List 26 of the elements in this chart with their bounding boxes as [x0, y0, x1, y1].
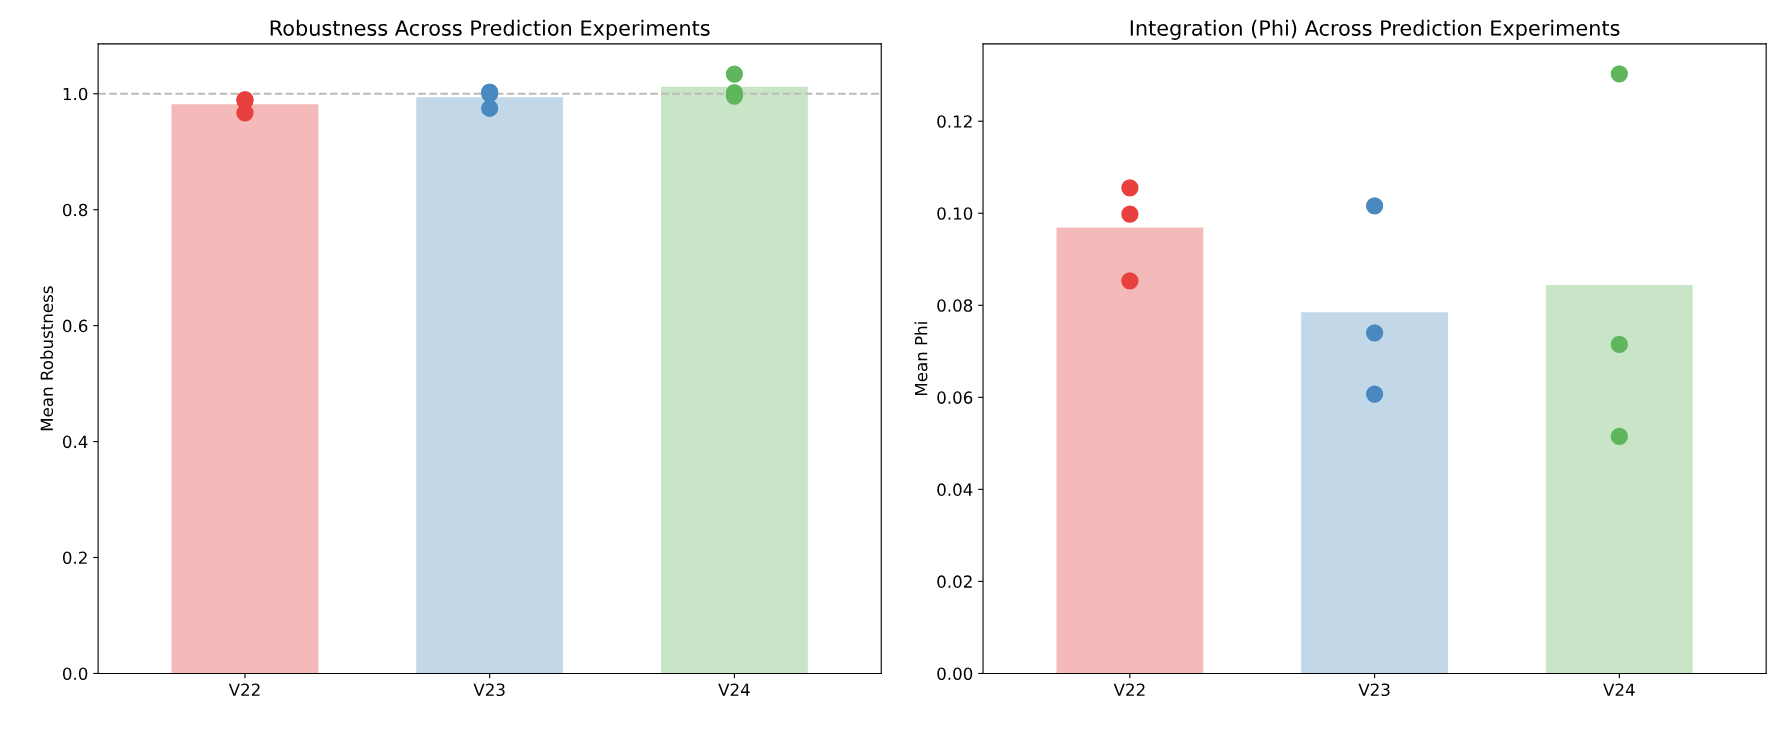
y-tick-label: 0.8 [62, 203, 88, 217]
y-tick-label: 0.12 [937, 115, 972, 128]
x-tick-label: V23 [1358, 683, 1390, 697]
y-tick-label: 0.06 [937, 391, 973, 404]
y-tick-label: 0.08 [937, 299, 973, 312]
y-axis-title: Mean Robustness [40, 286, 54, 431]
y-tick-label: 0.6 [62, 319, 88, 333]
y-tick-label: 0.00 [937, 667, 973, 681]
x-tick-label: V22 [1113, 683, 1145, 696]
x-tick-label: V24 [1603, 683, 1635, 696]
y-tick-label: 0.04 [937, 483, 973, 496]
y-tick-label: 1.0 [63, 87, 88, 101]
y-tick-label: 0.4 [62, 435, 88, 449]
bar [1301, 312, 1449, 674]
y-tick-label: 0.0 [62, 667, 88, 681]
bar [1056, 227, 1204, 674]
y-tick-label: 0.2 [62, 551, 87, 565]
bar [1545, 285, 1693, 674]
y-tick-label: 0.10 [937, 207, 973, 220]
x-tick-label: V22 [228, 683, 260, 696]
chart-title: Integration (Phi) Across Prediction Experiments [1130, 19, 1620, 40]
y-tick-label: 0.02 [937, 575, 972, 588]
x-tick-label: V23 [473, 683, 505, 697]
chart-title: Robustness Across Prediction Experiments [270, 19, 710, 40]
y-axis-title: Mean Phi [914, 322, 928, 396]
x-tick-label: V24 [718, 683, 750, 696]
